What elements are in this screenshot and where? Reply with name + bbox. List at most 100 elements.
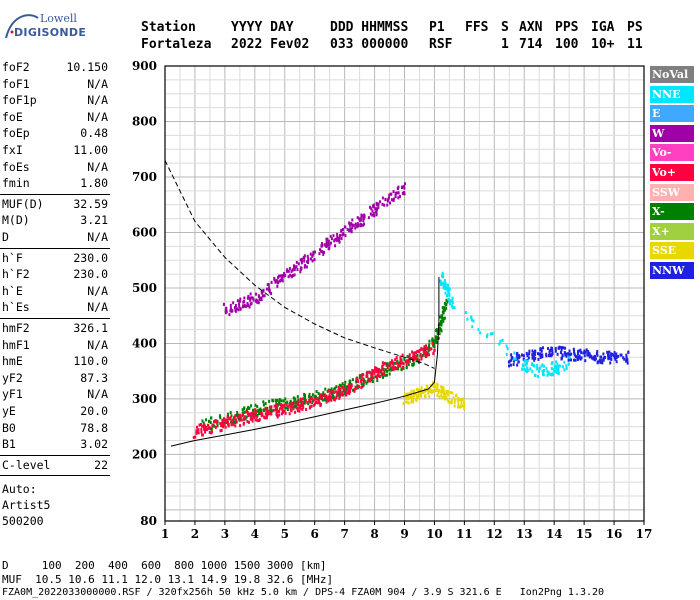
echo-mark-x — [201, 419, 204, 423]
echo-mark-x — [236, 411, 239, 415]
echo-mark-nne — [444, 287, 447, 291]
echo-mark-w — [352, 223, 355, 227]
echo-mark-sse — [457, 398, 460, 402]
echo-mark-x — [434, 337, 437, 341]
echo-mark-vo — [299, 406, 302, 410]
echo-mark-nnw — [560, 348, 563, 352]
echo-mark-x — [294, 404, 297, 408]
echo-mark-nnw — [587, 351, 590, 355]
echo-mark-w — [381, 196, 384, 200]
echo-mark-w — [329, 241, 332, 245]
echo-mark-vo — [330, 395, 333, 399]
echo-mark-x — [322, 393, 325, 397]
echo-mark-x — [381, 366, 384, 370]
echo-mark-sse — [438, 395, 441, 399]
echo-mark-nne — [471, 325, 474, 329]
echo-mark-nne — [557, 367, 560, 371]
echo-mark-vo — [361, 378, 364, 382]
echo-mark-nnw — [516, 351, 519, 355]
echo-mark-w — [300, 258, 303, 262]
echo-mark-vo — [399, 355, 402, 359]
echo-mark-vo — [214, 419, 217, 423]
echo-mark-x — [257, 410, 260, 414]
echo-mark-nnw — [564, 346, 567, 350]
echo-mark-x — [365, 381, 368, 385]
echo-mark-vo — [219, 429, 222, 433]
echo-mark-x — [321, 394, 324, 398]
echo-mark-nnw — [563, 351, 566, 355]
echo-mark-vo — [370, 376, 373, 380]
echo-mark-vo — [332, 391, 335, 395]
header-date-value: 2022 Fev02 — [231, 37, 310, 52]
echo-mark-w — [293, 266, 296, 270]
echo-mark-x — [445, 306, 448, 310]
echo-mark-vo — [266, 410, 269, 414]
param-value: 110.0 — [73, 354, 108, 369]
echo-mark-sse — [457, 405, 460, 409]
echo-mark-vo — [253, 416, 256, 420]
echo-mark-sse — [432, 381, 435, 385]
echo-mark-nnw — [576, 355, 579, 359]
echo-mark-vo — [424, 346, 427, 350]
echo-mark-w — [311, 254, 314, 258]
param-row-hme: hmE 110.0 — [2, 354, 108, 370]
echo-mark-x — [202, 421, 205, 425]
param-row-fmin: fmin 1.80 — [2, 176, 108, 192]
echo-mark-x — [219, 416, 222, 420]
echo-mark-x — [441, 310, 444, 314]
echo-mark-w — [303, 256, 306, 260]
echo-mark-w — [281, 279, 284, 283]
x-tick-label: 12 — [486, 527, 503, 541]
echo-mark-w — [374, 207, 377, 211]
echo-mark-vo — [361, 385, 364, 389]
echo-mark-w — [392, 197, 395, 201]
echo-mark-nnw — [565, 352, 568, 356]
echo-mark-sse — [438, 388, 441, 392]
echo-mark-vo — [200, 422, 203, 426]
echo-mark-x — [219, 414, 222, 418]
echo-mark-w — [238, 305, 241, 309]
param-row-b0: B0 78.8 — [2, 421, 108, 437]
echo-mark-w — [246, 302, 249, 306]
echo-mark-nnw — [567, 358, 570, 362]
echo-mark-x — [334, 386, 337, 390]
param-name: yF1 — [2, 387, 23, 402]
echo-mark-w — [290, 269, 293, 273]
echo-mark-nnw — [583, 349, 586, 353]
echo-mark-w — [403, 182, 406, 186]
echo-mark-nne — [470, 318, 473, 322]
echo-mark-x — [339, 390, 342, 394]
echo-mark-nne — [525, 369, 528, 373]
param-row-foep: foEp 0.48 — [2, 126, 108, 142]
echo-mark-x — [326, 397, 329, 401]
echo-mark-vo — [288, 412, 291, 416]
echo-mark-vo — [422, 350, 425, 354]
echo-mark-vo — [338, 395, 341, 399]
echo-mark-vo — [414, 354, 417, 358]
echo-mark-nnw — [625, 358, 628, 362]
echo-mark-sse — [446, 391, 449, 395]
echo-mark-nne — [537, 375, 540, 379]
echo-mark-x — [443, 306, 446, 310]
echo-mark-nnw — [509, 363, 512, 367]
echo-mark-vo — [247, 414, 250, 418]
echo-mark-vo — [195, 431, 198, 435]
echo-mark-nnw — [588, 352, 591, 356]
echo-mark-nnw — [567, 352, 570, 356]
echo-mark-sse — [455, 394, 458, 398]
echo-mark-x — [342, 388, 345, 392]
y-tick-label: 800 — [132, 114, 157, 128]
echo-mark-sse — [449, 391, 452, 395]
echo-mark-vo — [260, 414, 263, 418]
echo-mark-w — [354, 226, 357, 230]
echo-mark-w — [259, 297, 262, 301]
echo-mark-nnw — [610, 352, 613, 356]
echo-mark-x — [259, 409, 262, 413]
echo-mark-sse — [404, 392, 407, 396]
echo-mark-vo — [270, 405, 273, 409]
echo-mark-vo — [223, 423, 226, 427]
echo-mark-vo — [254, 408, 257, 412]
header-p1-value: RSF — [429, 37, 453, 52]
echo-mark-vo — [225, 418, 228, 422]
